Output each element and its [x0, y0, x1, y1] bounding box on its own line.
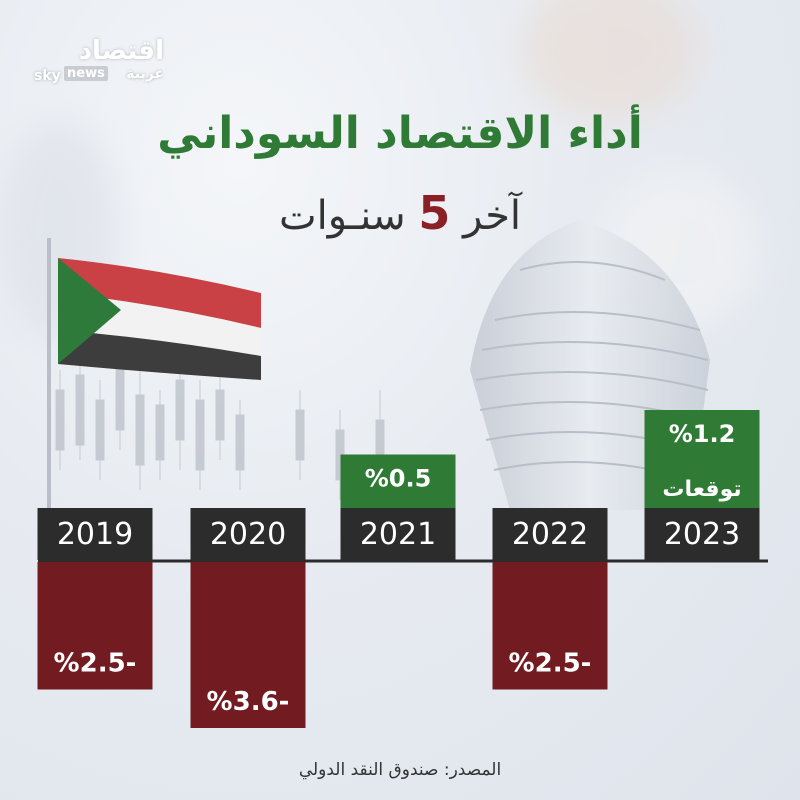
year-box [190, 508, 306, 560]
bar-value-label: %0.5 [365, 465, 432, 493]
bar-value-label: %2.5- [54, 649, 137, 679]
bar-value-label: %3.6- [207, 687, 290, 717]
sky-news-arabia-logo: اقتصاد sky news عربية [34, 36, 164, 86]
background-blur [520, 0, 700, 120]
year-label: 2023 [664, 517, 740, 552]
year-label: 2020 [210, 517, 286, 552]
year-label: 2021 [360, 517, 436, 552]
year-box [37, 508, 153, 560]
subtitle-number: 5 [418, 186, 451, 240]
source-note: المصدر: صندوق النقد الدولي [298, 760, 502, 780]
subtitle-after: سنـوات [278, 193, 419, 239]
bar-negative [37, 562, 153, 690]
candlestick-background [55, 350, 385, 500]
year-box [492, 508, 608, 560]
bar-negative [190, 562, 306, 728]
year-box [644, 508, 760, 560]
logo-arabia-text: عربية [126, 66, 164, 82]
bar-chart: %2.5- 2019 %3.6- 2020 %0.5 2021 %2.5- 2022 %1.2 ت… [37, 410, 768, 728]
bar-positive [644, 410, 760, 508]
bar-positive [340, 454, 456, 508]
subtitle-before: آخر [450, 193, 522, 239]
bar-value-label: %1.2 [669, 420, 736, 448]
year-label: 2019 [57, 517, 133, 552]
chart-subtitle: آخر 5 سنـوات [0, 186, 800, 240]
logo-news-text: news [64, 66, 108, 81]
year-box [340, 508, 456, 560]
forecast-note: توقعات [662, 477, 741, 502]
bar-value-label: %2.5- [509, 649, 592, 679]
sudan-flag-image [47, 238, 261, 538]
year-label: 2022 [512, 517, 588, 552]
chart-title: أداء الاقتصاد السوداني [157, 108, 643, 159]
bar-negative [492, 562, 608, 690]
logo-sky-text: sky [34, 68, 61, 84]
logo-arabic-text: اقتصاد [78, 36, 164, 66]
